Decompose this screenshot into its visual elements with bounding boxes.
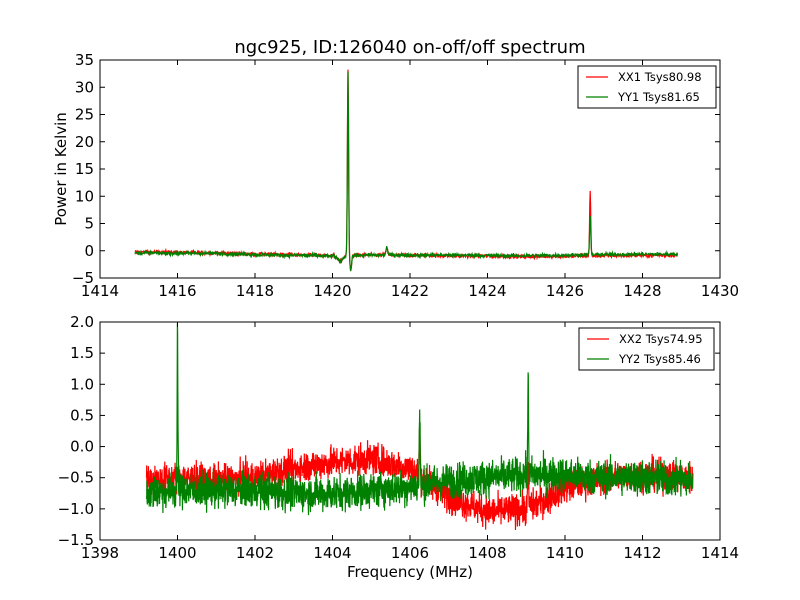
y-tick-label: −1.0	[58, 500, 94, 518]
y-tick-label: 0.5	[70, 406, 94, 424]
legend-frame	[577, 65, 717, 109]
x-tick-label: 1424	[468, 282, 506, 300]
y-tick-label: 1.0	[70, 375, 94, 393]
legend-label: YY1 Tsys81.65	[617, 90, 700, 104]
y-axis-label-top: Power in Kelvin	[52, 112, 70, 226]
y-tick-label: 10	[75, 187, 94, 205]
legend-label: XX2 Tsys74.95	[619, 332, 703, 346]
x-tick-label: 1414	[81, 282, 119, 300]
series-line-2-2	[145, 323, 694, 516]
y-tick-label: 20	[75, 133, 94, 151]
series-line-1-2	[134, 71, 678, 272]
x-ticks-bottom: 1398 1400 1402 1404 1406 1408 1410 1412 1414	[81, 322, 739, 562]
y-tick-label: 5	[84, 215, 94, 233]
x-ticks-top: 1414 1416 1418 1420 1422 1424 1426 1428 1430	[81, 60, 739, 300]
y-tick-label: 2.0	[70, 313, 94, 331]
legend-bottom: XX2 Tsys74.95 YY2 Tsys85.46	[578, 327, 715, 371]
x-tick-label: 1398	[81, 544, 119, 562]
y-tick-label: 25	[75, 106, 94, 124]
x-tick-label: 1402	[236, 544, 274, 562]
y-tick-label: 0.0	[70, 438, 94, 456]
y-tick-label: 1.5	[70, 344, 94, 362]
panel-top: ngc925, ID:126040 on-off/off spectrum Po…	[52, 37, 739, 300]
x-tick-label: 1404	[313, 544, 351, 562]
chart-title: ngc925, ID:126040 on-off/off spectrum	[234, 37, 585, 58]
x-tick-label: 1430	[701, 282, 739, 300]
x-tick-label: 1414	[701, 544, 739, 562]
x-tick-label: 1418	[236, 282, 274, 300]
x-tick-label: 1426	[546, 282, 584, 300]
y-tick-label: 0	[84, 242, 94, 260]
y-ticks-bottom: −1.5 −1.0 −0.5 0.0 0.5 1.0 1.5 2.0	[58, 313, 720, 549]
x-tick-label: 1428	[623, 282, 661, 300]
x-tick-label: 1416	[158, 282, 196, 300]
y-ticks-top: −5 0 5 10 15 20 25 30 35	[72, 51, 720, 287]
x-axis-label: Frequency (MHz)	[347, 563, 473, 581]
series-group-top	[134, 69, 678, 272]
x-tick-label: 1410	[546, 544, 584, 562]
x-tick-label: 1400	[158, 544, 196, 562]
legend-label: YY2 Tsys85.46	[618, 352, 701, 366]
y-tick-label: −1.5	[58, 531, 94, 549]
y-tick-label: 30	[75, 78, 94, 96]
panel-bottom: Frequency (MHz) 1398 1400 1402 1404 1406 1408…	[58, 313, 740, 581]
y-tick-label: −5	[72, 269, 94, 287]
legend-top: XX1 Tsys80.98 YY1 Tsys81.65	[577, 65, 717, 109]
series-group-bottom	[145, 323, 694, 531]
legend-frame	[578, 327, 715, 371]
x-tick-label: 1412	[623, 544, 661, 562]
x-tick-label: 1420	[313, 282, 351, 300]
y-tick-label: 35	[75, 51, 94, 69]
legend-label: XX1 Tsys80.98	[618, 70, 702, 84]
x-tick-label: 1408	[468, 544, 506, 562]
y-tick-label: −0.5	[58, 469, 94, 487]
x-tick-label: 1406	[391, 544, 429, 562]
y-tick-label: 15	[75, 160, 94, 178]
x-tick-label: 1422	[391, 282, 429, 300]
